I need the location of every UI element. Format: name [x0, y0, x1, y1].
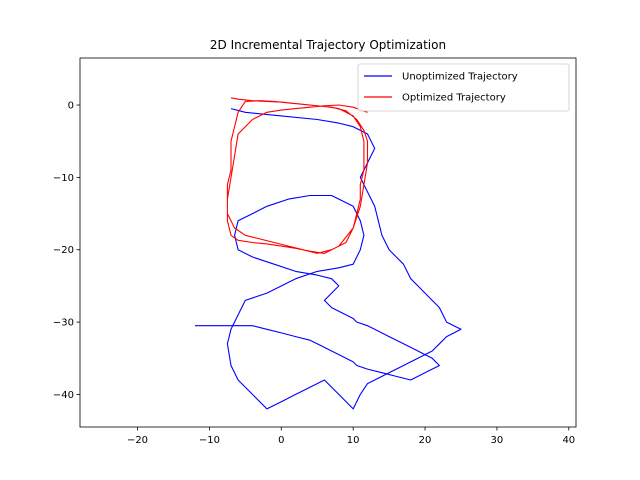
legend-label-unoptimized-trajectory: Unoptimized Trajectory [402, 72, 518, 83]
x-tick-label: 20 [419, 435, 432, 446]
y-tick-label: −30 [53, 318, 74, 329]
y-axis-ticks: 0 −10 −20 −30 −40 [53, 101, 80, 401]
x-axis-ticks: −20 −10 0 10 20 30 40 [127, 427, 575, 446]
x-tick-label: 0 [278, 435, 284, 446]
series-line-unoptimized-trajectory [195, 108, 462, 410]
y-tick-label: −20 [53, 245, 74, 256]
y-tick-label: 0 [68, 101, 74, 112]
x-tick-label: 10 [347, 435, 360, 446]
legend-label-optimized-trajectory: Optimized Trajectory [402, 93, 506, 104]
series-line-optimized-trajectory [226, 97, 369, 254]
x-tick-label: −20 [127, 435, 148, 446]
series-layer [195, 97, 462, 410]
x-tick-label: −10 [199, 435, 220, 446]
y-tick-label: −10 [53, 173, 74, 184]
y-tick-label: −40 [53, 390, 74, 401]
plot-frame [79, 57, 577, 428]
x-tick-label: 30 [491, 435, 504, 446]
chart-title: 2D Incremental Trajectory Optimization [210, 38, 446, 52]
legend-box [357, 63, 570, 112]
legend: Unoptimized Trajectory Optimized Trajecto… [357, 63, 570, 112]
x-tick-label: 40 [562, 435, 575, 446]
